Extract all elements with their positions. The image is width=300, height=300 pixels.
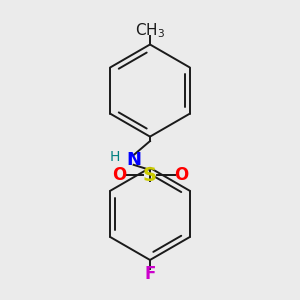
- Text: CH$_3$: CH$_3$: [135, 22, 165, 40]
- Text: F: F: [144, 265, 156, 283]
- Text: O: O: [174, 166, 188, 184]
- Text: N: N: [126, 151, 141, 169]
- Text: S: S: [143, 166, 157, 185]
- Text: H: H: [110, 149, 120, 164]
- Text: O: O: [112, 166, 126, 184]
